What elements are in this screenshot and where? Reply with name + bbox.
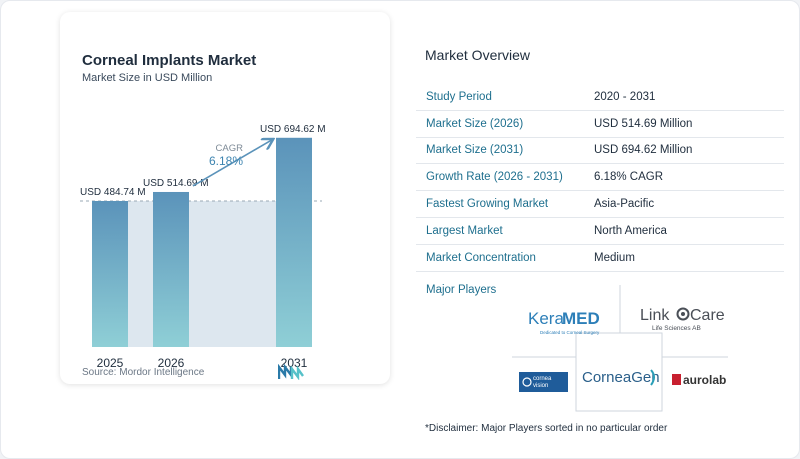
linkocare-tagline: Life Sciences AB — [652, 325, 701, 332]
corneagen-arc-icon — [650, 369, 655, 386]
bar-2031 — [276, 137, 312, 347]
overview-row: Largest Market North America — [416, 218, 784, 245]
overview-row-value: USD 514.69 Million — [594, 117, 693, 130]
chart-title: Corneal Implants Market — [82, 52, 257, 69]
reference-band — [92, 201, 312, 347]
major-players-title: Major Players — [426, 284, 497, 296]
disclaimer-text: *Disclaimer: Major Players sorted in no … — [425, 423, 668, 434]
overview-row: Market Size (2026) USD 514.69 Million — [416, 111, 784, 138]
aurolab-logo: aurolab — [672, 373, 726, 387]
overview-row-value: 6.18% CAGR — [594, 171, 664, 184]
overview-row: Fastest Growing Market Asia-Pacific — [416, 191, 784, 218]
overview-row-label: Study Period — [426, 90, 492, 103]
aurolab-logo-text: aurolab — [683, 373, 726, 387]
bar-data-label: USD 484.74 M — [80, 187, 146, 198]
market-overview-table: Study Period 2020 - 2031 Market Size (2026… — [416, 84, 784, 272]
cornea-vision-text-a: cornea — [533, 376, 552, 382]
bar-chart: USD 484.74 M 2025 USD 514.69 M 2026 USD 694.… — [80, 124, 326, 370]
linkocare-logo-text-b: Care — [690, 307, 725, 324]
overview-row-label: Market Concentration — [426, 251, 536, 264]
overview-row-label: Fastest Growing Market — [426, 198, 549, 211]
chart-subtitle: Market Size in USD Million — [82, 72, 213, 84]
cornea-vision-logo: cornea vision — [519, 372, 568, 392]
cornea-vision-eye-icon — [522, 377, 532, 387]
linkocare-eye-icon — [676, 307, 690, 321]
bar-2026 — [153, 191, 189, 347]
bar-data-label: USD 694.62 M — [260, 124, 326, 135]
linkocare-logo: Link Care Life Sciences AB — [640, 307, 725, 332]
x-tick-label: 2025 — [97, 356, 124, 370]
bar-data-label: USD 514.69 M — [143, 178, 209, 189]
aurolab-mark-icon — [672, 374, 681, 385]
x-tick-label: 2031 — [281, 356, 308, 370]
keramed-logo: Kera MED Dedicated to Corneal Surgery — [528, 309, 600, 335]
logo-box-corneagen — [575, 332, 663, 412]
overview-row-value: 2020 - 2031 — [594, 90, 656, 103]
cornea-vision-text-b: vision — [533, 383, 548, 389]
keramed-logo-text-b: MED — [562, 309, 600, 328]
overview-row: Study Period 2020 - 2031 — [416, 84, 784, 111]
overview-row-value: USD 694.62 Million — [594, 144, 693, 157]
linkocare-logo-text-a: Link — [640, 307, 670, 324]
cagr-label: CAGR — [216, 143, 244, 154]
x-tick-label: 2026 — [158, 356, 185, 370]
overview-row: Growth Rate (2026 - 2031) 6.18% CAGR — [416, 164, 784, 192]
cornea-vision-badge — [519, 372, 568, 392]
overview-row-label: Largest Market — [426, 224, 503, 237]
bar-2025 — [92, 201, 128, 347]
chart-card: Corneal Implants Market Market Size in U… — [60, 12, 390, 384]
overview-row-label: Market Size (2026) — [426, 117, 524, 130]
mordor-intelligence-logo — [278, 364, 304, 380]
keramed-logo-text-a: Kera — [528, 309, 564, 328]
overview-row-label: Growth Rate (2026 - 2031) — [426, 171, 563, 184]
overview-row: Market Concentration Medium — [416, 245, 784, 272]
overview-row-label: Market Size (2031) — [426, 144, 524, 157]
cagr-arrow — [192, 140, 272, 187]
corneagen-logo-text: CorneaGen — [582, 369, 660, 386]
source-text: Source: Mordor Intelligence — [82, 367, 205, 378]
overview-row-value: North America — [594, 224, 667, 237]
cagr-value: 6.18% — [209, 154, 243, 168]
overview-row: Market Size (2031) USD 694.62 Million — [416, 138, 784, 165]
corneagen-logo: CorneaGen — [582, 369, 660, 386]
overview-row-value: Medium — [594, 251, 635, 264]
market-overview-title: Market Overview — [425, 47, 531, 63]
overview-row-value: Asia-Pacific — [594, 198, 655, 211]
keramed-tagline: Dedicated to Corneal Surgery — [540, 330, 600, 335]
